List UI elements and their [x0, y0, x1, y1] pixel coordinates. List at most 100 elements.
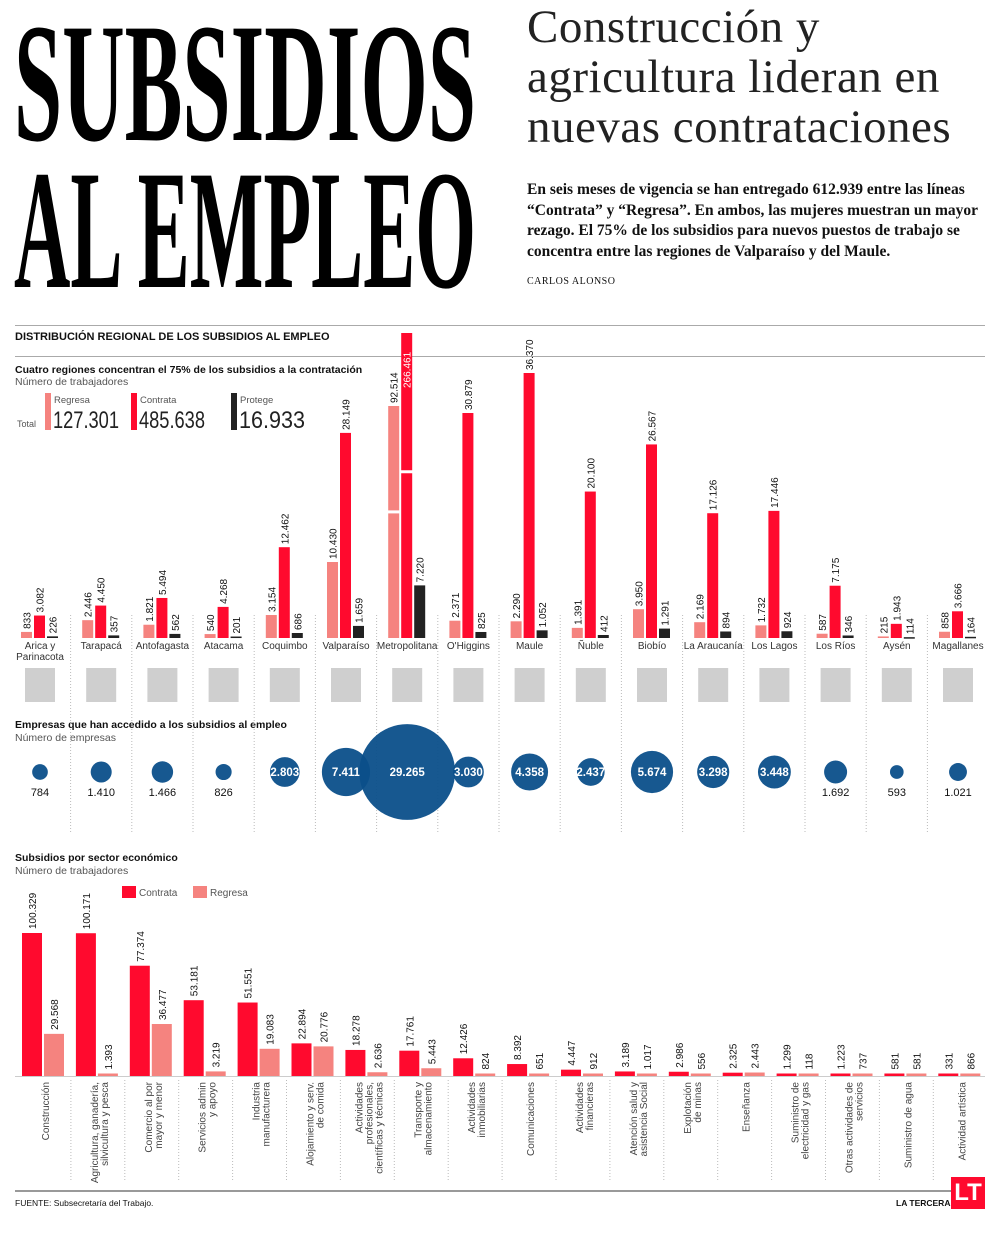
bar-regresa [367, 1072, 388, 1076]
company-bubble [151, 761, 174, 783]
bar-value-label: 215 [879, 616, 890, 633]
bar-value-label: 1.052 [538, 602, 549, 627]
regional-chart-title: Cuatro regiones concentran el 75% de los… [15, 364, 363, 376]
legend-total-value: 127.301 [53, 407, 119, 434]
bar-regresa [327, 562, 338, 638]
region-map-silhouette [208, 668, 239, 702]
bar-protege [781, 631, 793, 638]
region-label: Ñuble [578, 639, 605, 652]
bar-value-label: 92.514 [390, 372, 401, 403]
sector-label: y apoyo [208, 1082, 219, 1117]
divider [15, 1190, 985, 1192]
region-map-silhouette [269, 668, 300, 702]
bar-protege [230, 636, 242, 639]
sector-label: inmobiliarias [477, 1082, 488, 1138]
sector-label: Actividades [467, 1082, 478, 1133]
bar-contrata [561, 1069, 581, 1076]
bar-protege [353, 625, 364, 638]
region-label: Tarapacá [81, 641, 123, 652]
company-count-label: 593 [888, 787, 906, 799]
company-bubble [359, 724, 456, 820]
bar-regresa [143, 624, 155, 638]
bar-regresa [421, 1068, 442, 1076]
bar-regresa [816, 633, 828, 638]
bar-value-label: 1.391 [573, 599, 584, 624]
region-map-silhouette [575, 668, 606, 702]
bar-regresa [151, 1024, 172, 1076]
region-label: Atacama [204, 641, 244, 652]
company-count-label: 1.692 [822, 787, 850, 799]
sector-label: almacenamiento [423, 1082, 434, 1156]
bar-value-label: 29.568 [50, 999, 61, 1030]
bar-regresa [694, 622, 706, 638]
bar-value-label: 3.154 [267, 587, 278, 612]
company-count-label: 2.437 [576, 767, 605, 779]
bar-value-label: 164 [967, 617, 978, 634]
bar-value-label: 19.083 [266, 1014, 277, 1045]
bar-protege [475, 631, 487, 638]
legend-swatch-regresa [193, 886, 207, 898]
bar-value-label: 3.082 [36, 587, 47, 612]
bar-regresa [690, 1073, 711, 1076]
bar-value-label: 20.776 [320, 1011, 331, 1042]
region-label: Arica y [25, 641, 56, 652]
bar-contrata [291, 1043, 312, 1076]
bar-contrata [829, 585, 841, 638]
bar-value-label: 346 [844, 615, 855, 632]
bar-protege [965, 636, 976, 639]
bar-contrata [668, 1071, 689, 1076]
sector-label: de comida [316, 1082, 327, 1129]
sector-label: financieras [585, 1082, 596, 1130]
legend-label: Regresa [210, 888, 248, 899]
bubble-chart-subtitle: Número de empresas [15, 732, 116, 744]
bar-value-label: 2.290 [512, 593, 523, 618]
source-note: FUENTE: Subsecretaría del Trabajo. [15, 1198, 154, 1208]
bar-value-label: 10.430 [329, 528, 340, 559]
bar-contrata [938, 1073, 959, 1076]
bar-regresa [259, 1048, 280, 1076]
bar-contrata [129, 965, 150, 1076]
divider [15, 356, 985, 357]
sector-label: Actividades [354, 1082, 365, 1133]
lede-paragraph: En seis meses de vigencia se han entrega… [527, 181, 978, 260]
company-bubble [321, 747, 371, 797]
company-bubble [511, 753, 549, 791]
bar-value-label: 28.149 [342, 399, 353, 430]
bar-value-label: 17.761 [405, 1016, 416, 1047]
region-map-silhouette [943, 668, 973, 702]
region-label: La Araucanía [684, 641, 743, 652]
bar-value-label: 331 [944, 1052, 955, 1069]
bar-value-label: 20.100 [586, 458, 597, 489]
bar-value-label: 858 [941, 612, 952, 629]
sector-label: asistencia Social [639, 1082, 650, 1156]
legend-swatch-regresa [45, 393, 51, 430]
region-map-silhouette [392, 668, 423, 702]
bar-regresa [755, 625, 767, 638]
bar-contrata [952, 611, 963, 638]
bar-protege [169, 633, 181, 638]
bar-value-label: 866 [966, 1052, 977, 1069]
sector-label: Otras actividades de [845, 1082, 856, 1174]
company-count-label: 3.298 [699, 767, 728, 779]
company-bubble [90, 761, 112, 783]
bar-value-label: 2.446 [84, 592, 95, 617]
bar-contrata [345, 1049, 366, 1076]
bar-contrata [278, 547, 290, 638]
bar-value-label: 7.220 [416, 557, 427, 582]
sector-label: Construcción [41, 1082, 52, 1140]
bar-contrata [34, 615, 45, 638]
sector-label: mayor y menor [154, 1081, 165, 1148]
divider [15, 325, 985, 326]
bar-regresa [744, 1072, 765, 1076]
bar-regresa [798, 1073, 819, 1076]
main-title: SUBSIDIOS AL EMPLEO [14, 0, 476, 295]
bar-value-label: 77.374 [136, 931, 147, 962]
region-map-silhouette [147, 668, 178, 702]
region-map-silhouette [25, 668, 55, 702]
legend-swatch-protege [231, 393, 237, 430]
bar-regresa [877, 636, 889, 638]
bar-contrata [707, 513, 719, 638]
bar-value-label: 3.666 [954, 583, 965, 608]
